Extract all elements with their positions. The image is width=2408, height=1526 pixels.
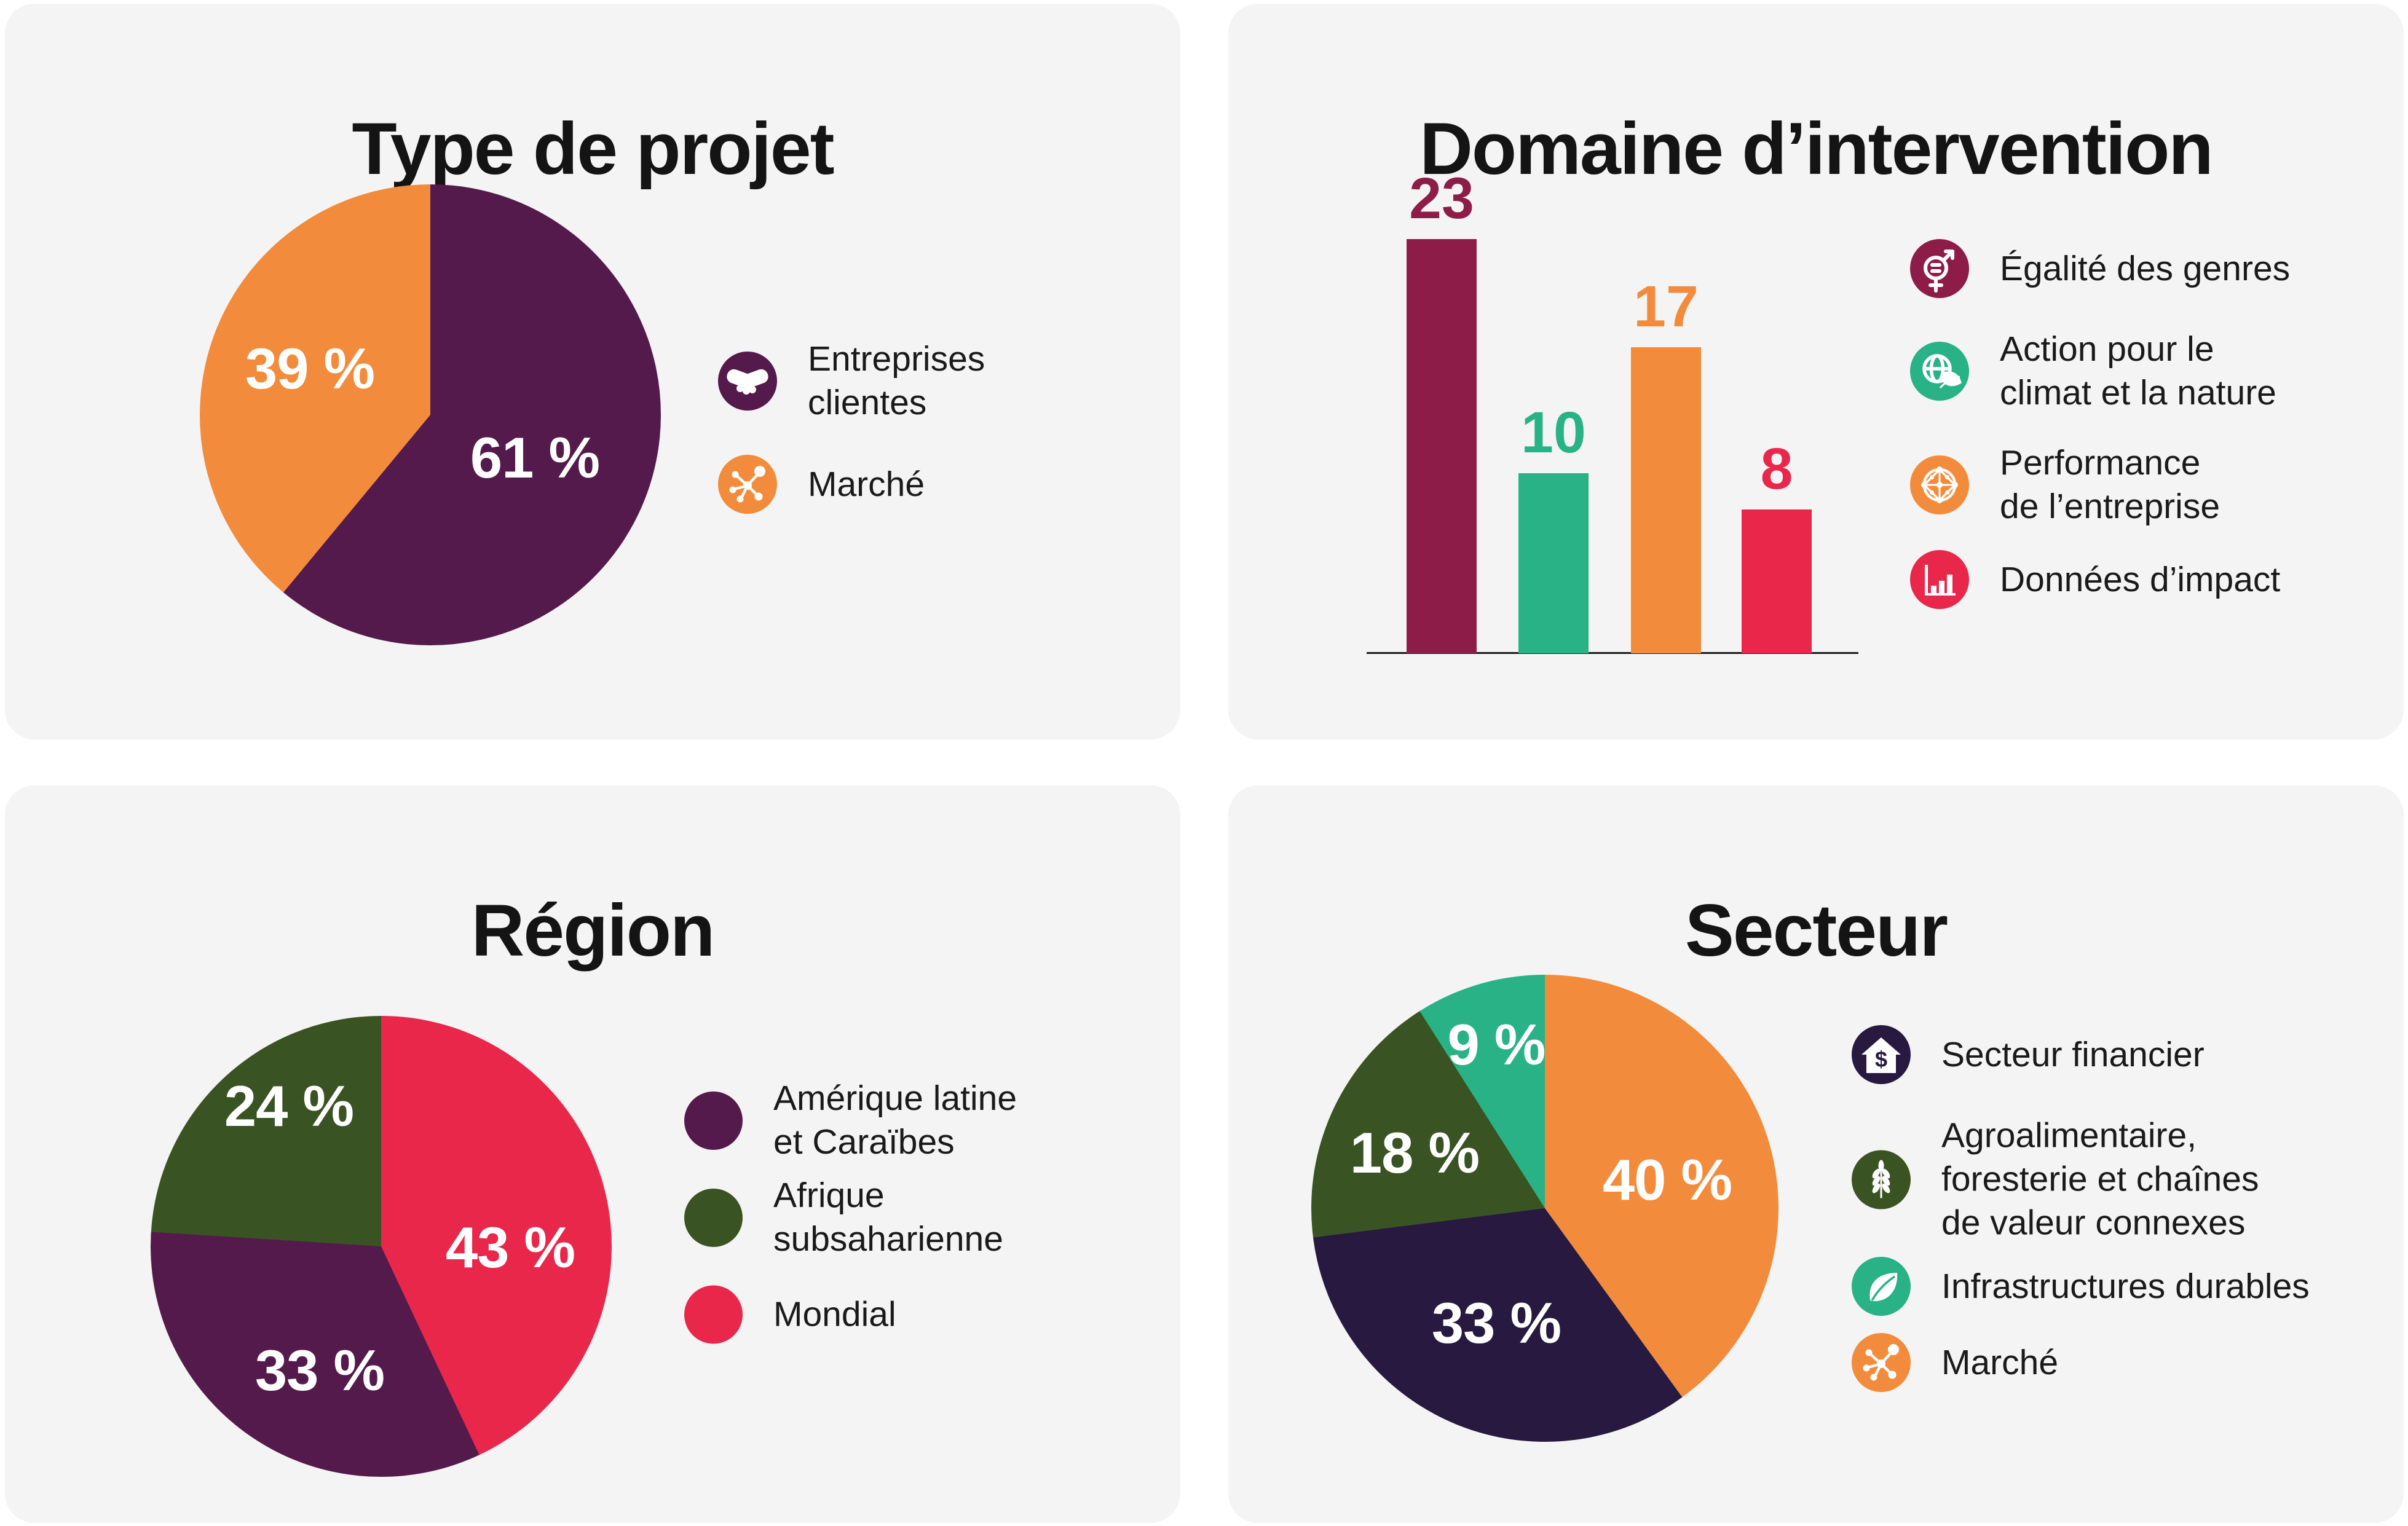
pie-chart-region [151,1016,612,1477]
svg-text:$: $ [1875,1047,1887,1072]
bar-column: 10 [1518,404,1589,653]
bar [1631,347,1701,653]
legend-item: $ Secteur financier [1852,1025,2205,1084]
legend-label: Action pour le climat et la nature [2000,329,2276,412]
legend-label: Agroalimentaire, foresterie et chaînes d… [1941,1115,2259,1243]
legend-label: Égalité des genres [2000,248,2291,288]
pie-slice-label: 24 % [224,1074,354,1138]
panel-region: Région 43 % 33 % 24 % Amérique latine et… [5,785,1180,1523]
bar-column: 8 [1742,440,1812,653]
pie-slice-label: 39 % [245,336,375,401]
pie-slice-label: 33 % [255,1338,385,1402]
legend-label: Afrique subsaharienne [773,1176,1003,1259]
legend-item: Agroalimentaire, foresterie et chaînes d… [1852,1114,2259,1245]
bar-value-label: 23 [1409,166,1474,231]
legend-label: Infrastructures durables [1941,1266,2310,1306]
legend-item: Infrastructures durables [1852,1257,2310,1316]
bar-column: 17 [1631,278,1701,653]
legend-item: Mondial [684,1285,896,1344]
leaf-icon [1852,1257,1911,1316]
legend-item: Marché [1852,1333,2058,1392]
network-sphere-icon [1910,455,1969,514]
pie-slice-label: 61 % [470,425,600,490]
globe-leaf-icon [1910,342,1969,401]
legend-color-dot [684,1188,743,1247]
bar-chart-baseline [1367,652,1858,654]
legend-label: Amérique latine et Caraïbes [773,1079,1017,1162]
panel-secteur: Secteur 40 % 33 % 18 % 9 % $ Secteur fin… [1228,785,2404,1523]
legend-label: Marché [808,464,925,504]
bar-value-label: 17 [1633,274,1699,339]
legend-item: Données d’impact [1910,550,2280,609]
legend-label: Données d’impact [2000,559,2281,599]
bar-value-label: 8 [1760,436,1793,501]
pie-slice-label: 43 % [445,1215,575,1280]
pie-slice-label: 40 % [1602,1147,1732,1212]
panel-title: Secteur [1684,889,1948,972]
bar-column: 23 [1407,170,1477,653]
bar [1518,473,1589,653]
pie-slice-label: 9 % [1447,1012,1546,1077]
panel-title: Région [471,889,716,972]
house-dollar-icon: $ [1852,1025,1911,1084]
panel-domaine-intervention: Domaine d’intervention 23 10 17 8 [1228,4,2404,739]
legend-color-dot [684,1285,743,1344]
bar [1407,239,1477,653]
legend-item: Performance de l’entreprise [1910,441,2220,529]
handshake-icon [718,352,777,411]
legend-item: Afrique subsaharienne [684,1174,1003,1261]
legend-item: Entreprises clientes [718,337,985,425]
pie-chart-type-de-projet [200,184,661,645]
network-icon [1852,1333,1911,1392]
bar [1742,509,1812,653]
legend-item: Égalité des genres [1910,239,2290,298]
legend-label: Mondial [773,1294,896,1334]
legend-label: Secteur financier [1941,1034,2205,1074]
panel-title: Type de projet [352,107,834,190]
legend-item: Amérique latine et Caraïbes [684,1077,1017,1164]
network-icon [718,455,777,514]
bar-value-label: 10 [1521,400,1586,465]
wheat-icon [1852,1150,1911,1209]
legend-label: Entreprises clientes [808,339,985,422]
impact-bars-icon [1910,550,1969,609]
pie-slice-label: 33 % [1431,1291,1561,1355]
legend-color-dot [684,1091,743,1150]
panel-title: Domaine d’intervention [1419,107,2213,190]
legend-label: Performance de l’entreprise [2000,443,2220,526]
pie-slice-label: 18 % [1349,1120,1480,1185]
legend-item: Marché [718,455,925,514]
panel-type-de-projet: Type de projet 61 % 39 % Entreprises cli… [5,4,1180,739]
legend-item: Action pour le climat et la nature [1910,328,2276,415]
pie-chart-secteur [1311,975,1778,1442]
legend-label: Marché [1941,1342,2059,1382]
gender-equality-icon [1910,239,1969,298]
